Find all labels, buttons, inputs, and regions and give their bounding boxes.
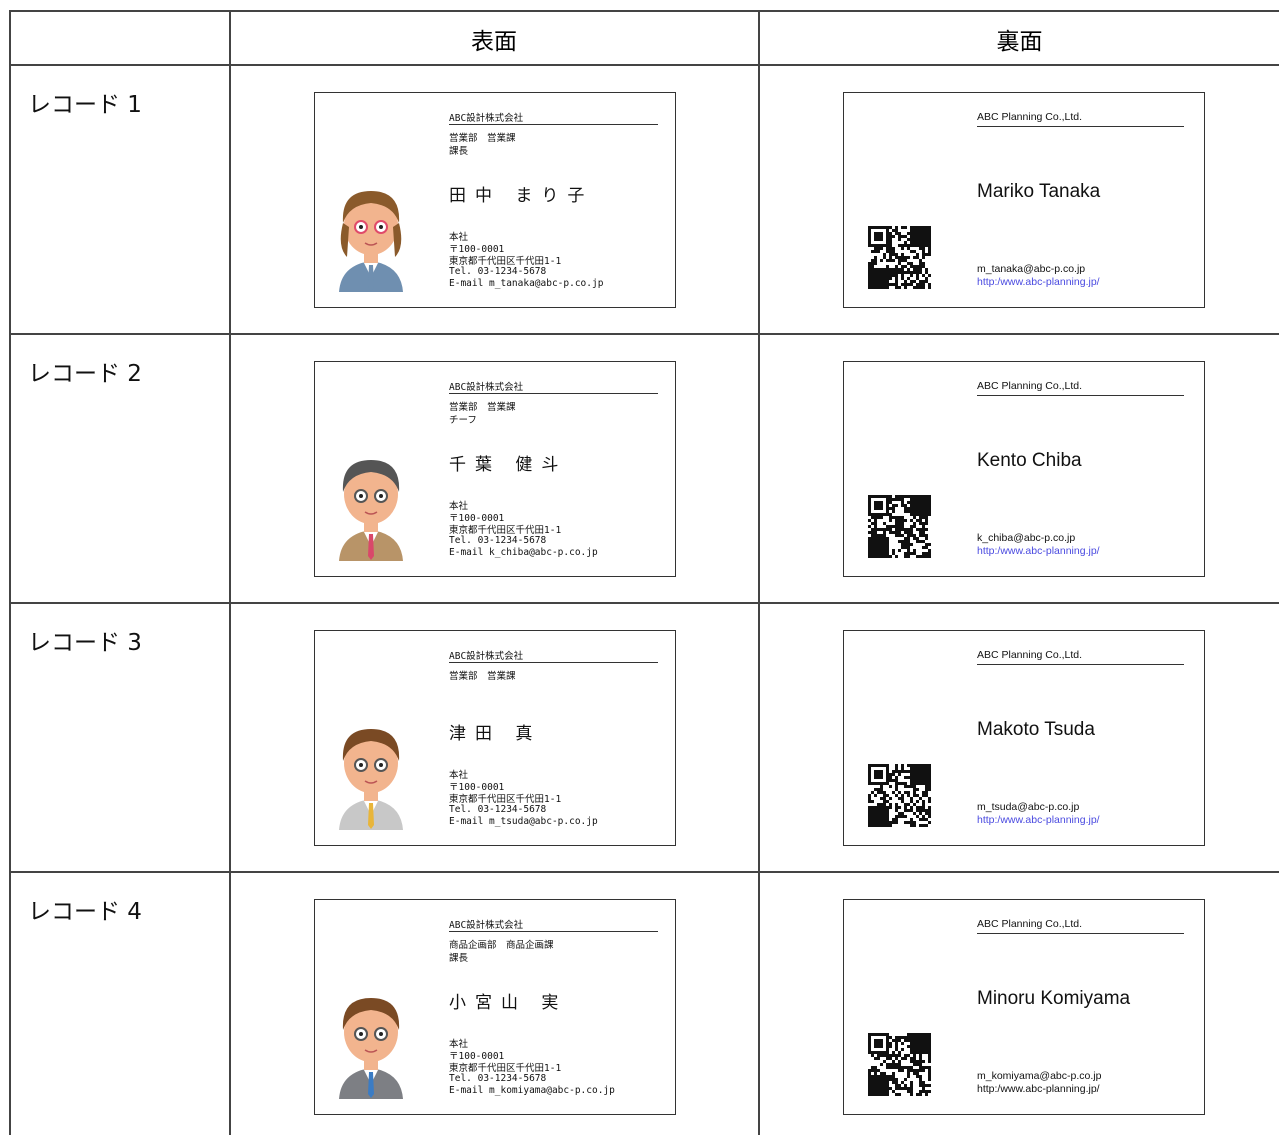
url: http:/www.abc-planning.jp/: [977, 545, 1100, 557]
postal: 〒100-0001: [449, 782, 505, 794]
qr-code: [868, 495, 931, 558]
record-label: レコード 4: [28, 899, 142, 925]
job-title: 課長: [449, 953, 469, 964]
postal: 〒100-0001: [449, 513, 505, 525]
department: 営業部 営業課: [449, 671, 516, 682]
email: m_komiyama@abc-p.co.jp: [977, 1070, 1102, 1082]
name: Minoru Komiyama: [977, 988, 1131, 1009]
url: http:/www.abc-planning.jp/: [977, 814, 1100, 826]
job-title: チーフ: [449, 415, 477, 426]
qr-box: [868, 764, 931, 827]
department: 営業部 営業課: [449, 133, 516, 144]
avatar-box: [331, 177, 411, 292]
rule: [449, 931, 658, 932]
address: 東京都千代田区千代田1-1: [449, 525, 562, 537]
rule: [977, 664, 1184, 665]
email: m_tanaka@abc-p.co.jp: [977, 263, 1086, 275]
back-card: ABC Planning Co.,Ltd. Minoru Komiyama m_ko…: [843, 899, 1205, 1115]
back-card: ABC Planning Co.,Ltd. Kento Chiba k_chiba@…: [843, 361, 1205, 577]
job-title: 課長: [449, 146, 469, 157]
front-card: ABC設計株式会社 営業部 営業課 課長田中 まり子本社 〒100-0001 東京都千代…: [314, 92, 676, 308]
qr-code: [868, 1033, 931, 1096]
email: E-mail m_tanaka@abc-p.co.jp: [449, 277, 604, 289]
address: 東京都千代田区千代田1-1: [449, 256, 562, 268]
rule: [449, 124, 658, 125]
header-back: 裏面: [996, 29, 1043, 55]
email: E-mail k_chiba@abc-p.co.jp: [449, 546, 598, 558]
name: Mariko Tanaka: [977, 181, 1101, 202]
postal: 〒100-0001: [449, 244, 505, 256]
back-card: ABC Planning Co.,Ltd. Makoto Tsuda m_tsuda…: [843, 630, 1205, 846]
qr-box: [868, 495, 931, 558]
rule: [449, 662, 658, 663]
office: 本社: [449, 1039, 469, 1050]
name: Kento Chiba: [977, 450, 1082, 471]
address: 東京都千代田区千代田1-1: [449, 1063, 562, 1075]
rule: [977, 126, 1184, 127]
tel: Tel. 03-1234-5678: [449, 265, 547, 277]
office: 本社: [449, 501, 469, 512]
name: Makoto Tsuda: [977, 719, 1095, 740]
company: ABC Planning Co.,Ltd.: [977, 649, 1083, 661]
back-card: ABC Planning Co.,Ltd. Mariko Tanaka m_tana…: [843, 92, 1205, 308]
name: 小宮山 実: [449, 993, 568, 1013]
tel: Tel. 03-1234-5678: [449, 1072, 547, 1084]
qr-box: [868, 226, 931, 289]
record-label: レコード 2: [28, 361, 142, 387]
qr-code: [868, 764, 931, 827]
company: ABC設計株式会社: [449, 113, 524, 124]
rule: [977, 933, 1184, 934]
address: 東京都千代田区千代田1-1: [449, 794, 562, 806]
avatar: [339, 191, 403, 292]
email: E-mail m_tsuda@abc-p.co.jp: [449, 815, 598, 827]
qr-box: [868, 1033, 931, 1096]
record-label: レコード 3: [28, 630, 142, 656]
department: 営業部 営業課: [449, 402, 516, 413]
department: 商品企画部 商品企画課: [449, 940, 554, 951]
avatar: [339, 729, 403, 830]
company: ABC設計株式会社: [449, 920, 524, 931]
office: 本社: [449, 232, 469, 243]
front-card: ABC設計株式会社商品企画部 商品企画課 課長小宮山 実本社 〒100-0001 東京…: [314, 899, 676, 1115]
company: ABC Planning Co.,Ltd.: [977, 918, 1083, 930]
avatar: [339, 998, 403, 1099]
url: http:/www.abc-planning.jp/: [977, 276, 1100, 288]
name: 津田 真: [449, 724, 542, 744]
company: ABC Planning Co.,Ltd.: [977, 380, 1083, 392]
company: ABC Planning Co.,Ltd.: [977, 111, 1083, 123]
postal: 〒100-0001: [449, 1051, 505, 1063]
qr-code: [868, 226, 931, 289]
rule: [449, 393, 658, 394]
company: ABC設計株式会社: [449, 382, 524, 393]
header-front: 表面: [471, 29, 517, 55]
company: ABC設計株式会社: [449, 651, 524, 662]
front-card: ABC設計株式会社 営業部 営業課 チーフ千葉 健斗本社 〒100-0001 東京都千代…: [314, 361, 676, 577]
name: 田中 まり子: [449, 186, 594, 206]
avatar-box: [331, 446, 411, 561]
office: 本社: [449, 770, 469, 781]
rule: [977, 395, 1184, 396]
avatar: [339, 460, 403, 561]
email: E-mail m_komiyama@abc-p.co.jp: [449, 1084, 615, 1096]
tel: Tel. 03-1234-5678: [449, 803, 547, 815]
avatar-box: [331, 715, 411, 830]
email: k_chiba@abc-p.co.jp: [977, 532, 1076, 544]
email: m_tsuda@abc-p.co.jp: [977, 801, 1080, 813]
tel: Tel. 03-1234-5678: [449, 534, 547, 546]
record-label: レコード 1: [28, 92, 142, 118]
avatar-box: [331, 984, 411, 1099]
front-card: ABC設計株式会社 営業部 営業課津田 真本社 〒100-0001 東京都千代田区千代…: [314, 630, 676, 846]
url: http:/www.abc-planning.jp/: [977, 1083, 1100, 1095]
name: 千葉 健斗: [449, 455, 568, 475]
